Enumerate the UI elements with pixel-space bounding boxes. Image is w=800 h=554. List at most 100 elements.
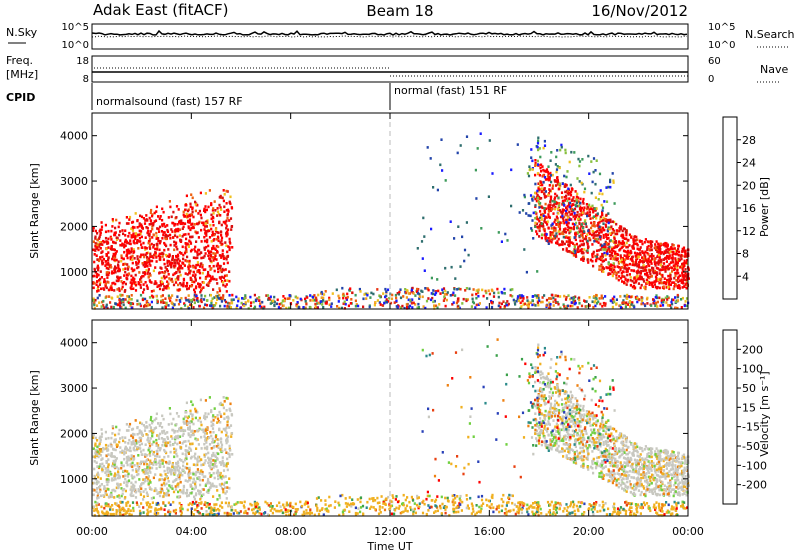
echo-cell (593, 239, 596, 243)
echo-cell (214, 461, 217, 464)
echo-cell (196, 460, 199, 464)
echo-cell (430, 276, 433, 280)
echo-cell (569, 193, 573, 197)
echo-cell (609, 185, 612, 189)
echo-cell (151, 443, 154, 446)
echo-cell (178, 495, 181, 498)
echo-cell (125, 429, 129, 432)
echo-cell (556, 240, 559, 243)
echo-cell (187, 452, 190, 455)
echo-cell (214, 254, 217, 257)
echo-cell (121, 229, 124, 232)
echo-cell (169, 261, 172, 264)
echo-cell (138, 233, 141, 236)
echo-cell (527, 300, 530, 304)
echo-cell (203, 298, 206, 301)
echo-cell (213, 247, 216, 250)
echo-cell (588, 211, 592, 214)
echo-cell (136, 448, 139, 452)
echo-cell (204, 412, 207, 415)
echo-cell (101, 462, 104, 466)
echo-cell (105, 305, 108, 308)
echo-cell (133, 226, 136, 229)
echo-cell (182, 257, 185, 261)
echo-cell (555, 241, 558, 245)
echo-cell (472, 288, 475, 291)
echo-cell (324, 302, 327, 305)
echo-cell (140, 422, 144, 426)
echo-cell (675, 272, 678, 275)
echo-cell (207, 477, 210, 481)
echo-cell (220, 415, 223, 418)
echo-cell (598, 257, 601, 261)
echo-cell (600, 245, 603, 249)
echo-cell (568, 238, 571, 242)
echo-cell (226, 306, 229, 309)
echo-cell (129, 449, 132, 453)
echo-cell (222, 469, 226, 472)
echo-cell (114, 459, 117, 462)
echo-cell (182, 432, 185, 436)
echo-cell (122, 450, 125, 453)
echo-cell (100, 435, 103, 438)
echo-cell (220, 275, 224, 279)
echo-cell (206, 299, 209, 302)
echo-cell (160, 280, 164, 284)
echo-cell (193, 290, 196, 294)
echo-cell (531, 168, 534, 171)
echo-cell (539, 166, 542, 170)
echo-cell (576, 210, 579, 214)
echo-cell (117, 269, 120, 273)
echo-cell (372, 292, 375, 296)
echo-cell (584, 300, 587, 303)
echo-cell (535, 215, 538, 219)
echo-cell (550, 208, 553, 211)
echo-cell (175, 205, 179, 208)
echo-cell (639, 286, 642, 290)
echo-cell (560, 232, 563, 235)
echo-cell (223, 481, 227, 485)
echo-cell (110, 284, 113, 288)
echo-cell (612, 231, 615, 234)
echo-cell (165, 287, 168, 290)
echo-cell (174, 229, 177, 232)
echo-cell (659, 250, 662, 253)
echo-cell (512, 298, 515, 302)
echo-cell (168, 277, 171, 280)
echo-cell (113, 258, 116, 262)
echo-cell (155, 282, 158, 285)
echo-cell (211, 209, 214, 212)
echo-cell (676, 285, 680, 289)
echo-cell (558, 183, 561, 186)
echo-cell (134, 490, 138, 494)
echo-cell (113, 254, 116, 257)
echo-cell (435, 304, 438, 308)
echo-cell (574, 252, 577, 256)
echo-cell (525, 270, 528, 274)
echo-cell (131, 468, 134, 472)
echo-cell (219, 296, 222, 300)
echo-cell (159, 280, 162, 283)
echo-cell (99, 454, 102, 457)
echo-cell (190, 433, 193, 437)
echo-cell (573, 244, 576, 247)
echo-cell (644, 250, 647, 254)
echo-cell (273, 295, 276, 299)
echo-cell (109, 442, 112, 446)
echo-cell (144, 426, 147, 429)
echo-cell (191, 413, 194, 417)
echo-cell (184, 259, 187, 262)
echo-cell (174, 436, 177, 439)
echo-cell (313, 294, 316, 297)
echo-cell (671, 247, 674, 250)
echo-cell (178, 228, 182, 231)
echo-cell (322, 306, 325, 309)
echo-cell (315, 296, 318, 300)
echo-cell (533, 303, 536, 306)
echo-cell (110, 296, 113, 300)
echo-cell (405, 296, 408, 299)
echo-cell (215, 485, 218, 488)
echo-cell (202, 286, 205, 289)
echo-cell (548, 184, 551, 187)
echo-cell (601, 209, 604, 212)
